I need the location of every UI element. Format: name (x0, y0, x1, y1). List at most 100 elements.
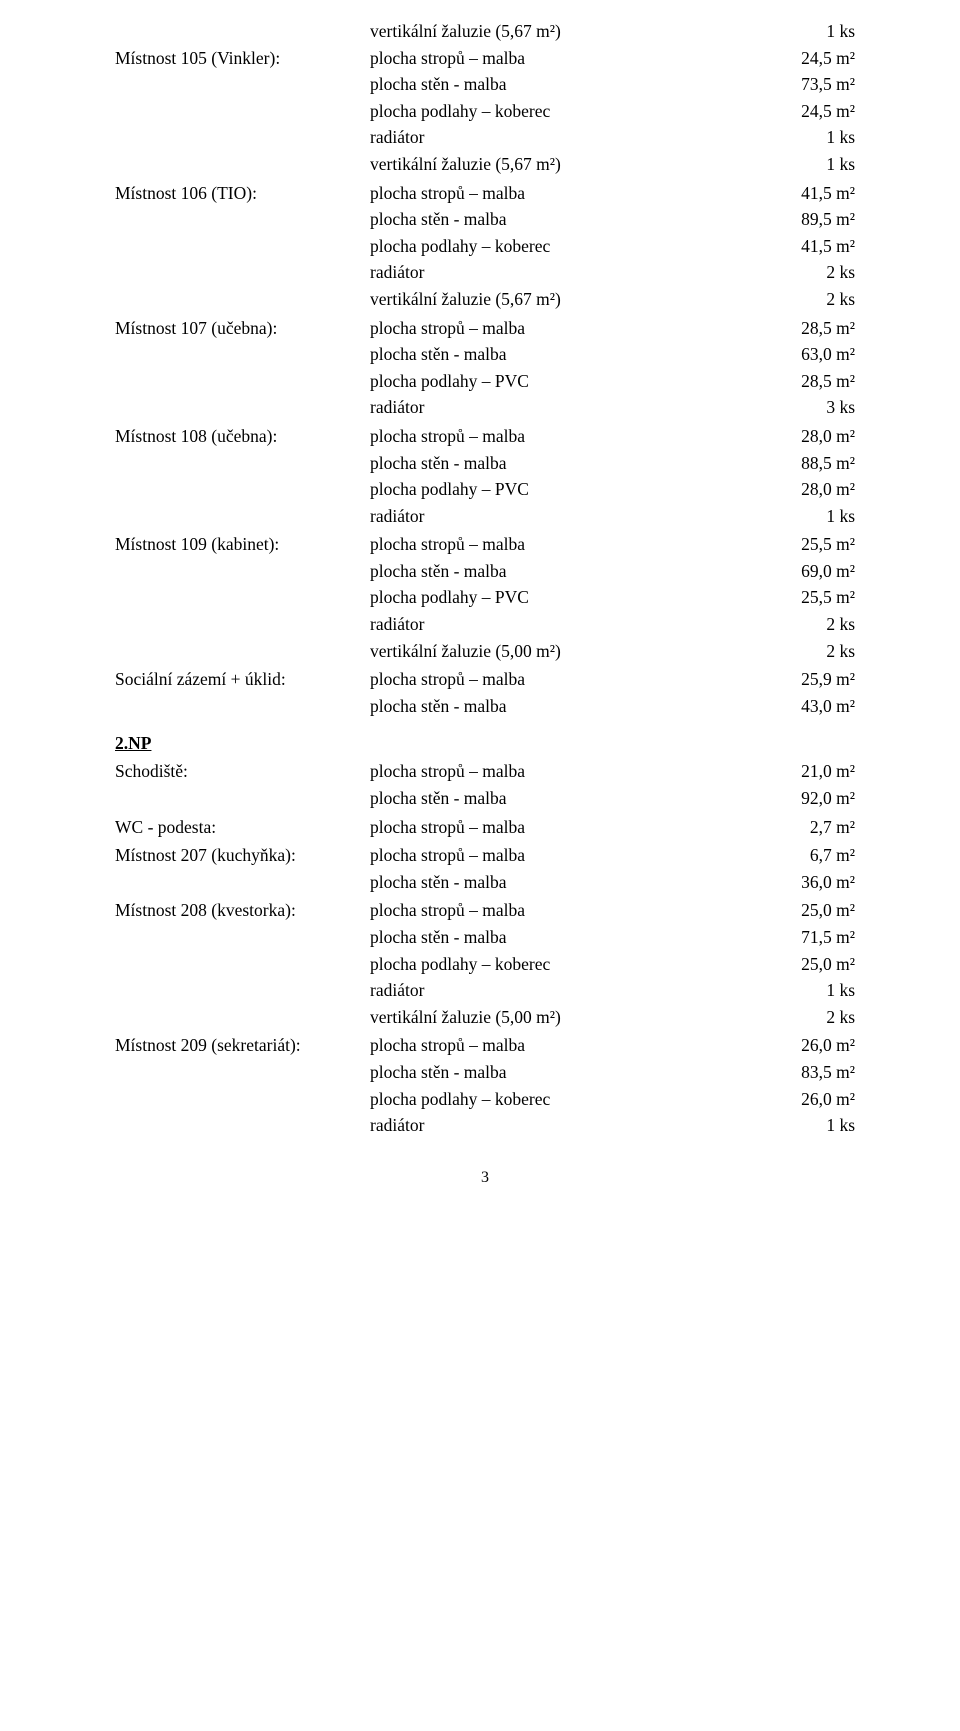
row-label (115, 951, 370, 978)
row-desc: plocha stěn - malba (370, 693, 705, 720)
row-label (115, 98, 370, 125)
data-line: radiátor2 ks (115, 611, 855, 638)
data-line: plocha stěn - malba88,5 m² (115, 450, 855, 477)
row-value: 28,5 m² (705, 315, 855, 342)
row-desc: radiátor (370, 259, 705, 286)
row-value: 25,5 m² (705, 584, 855, 611)
page-container: vertikální žaluzie (5,67 m²) 1 ks Místno… (0, 0, 960, 1217)
data-line: plocha podlahy – koberec26,0 m² (115, 1086, 855, 1113)
row-desc: plocha stěn - malba (370, 869, 705, 896)
row-desc: plocha stěn - malba (370, 785, 705, 812)
section-heading-2np: 2.NP (115, 733, 855, 754)
data-line: plocha podlahy – PVC28,5 m² (115, 368, 855, 395)
row-label (115, 151, 370, 178)
row-label (115, 341, 370, 368)
data-line: plocha podlahy – koberec25,0 m² (115, 951, 855, 978)
row-desc: plocha podlahy – koberec (370, 98, 705, 125)
row-value: 6,7 m² (705, 842, 855, 869)
row-desc: plocha podlahy – PVC (370, 368, 705, 395)
data-line: vertikální žaluzie (5,67 m²) 1 ks (115, 18, 855, 45)
row-label: Místnost 208 (kvestorka): (115, 897, 370, 924)
data-line: Místnost 106 (TIO):plocha stropů – malba… (115, 180, 855, 207)
row-label: Místnost 108 (učebna): (115, 423, 370, 450)
row-label: Místnost 105 (Vinkler): (115, 45, 370, 72)
room-group: Místnost 109 (kabinet):plocha stropů – m… (115, 531, 855, 664)
data-line: plocha stěn - malba89,5 m² (115, 206, 855, 233)
row-desc: plocha stěn - malba (370, 341, 705, 368)
row-desc: plocha stropů – malba (370, 1032, 705, 1059)
row-value: 1 ks (705, 1112, 855, 1139)
row-label (115, 638, 370, 665)
data-line: plocha stěn - malba36,0 m² (115, 869, 855, 896)
data-line: vertikální žaluzie (5,00 m²)2 ks (115, 1004, 855, 1031)
row-value: 28,0 m² (705, 423, 855, 450)
row-desc: plocha stropů – malba (370, 315, 705, 342)
row-desc: plocha stropů – malba (370, 666, 705, 693)
row-desc: plocha stěn - malba (370, 558, 705, 585)
data-line: Místnost 209 (sekretariát):plocha stropů… (115, 1032, 855, 1059)
standalone-line: vertikální žaluzie (5,67 m²) 1 ks (115, 18, 855, 45)
row-desc: radiátor (370, 611, 705, 638)
row-desc: plocha stěn - malba (370, 1059, 705, 1086)
row-label: WC - podesta: (115, 814, 370, 841)
row-label: Sociální zázemí + úklid: (115, 666, 370, 693)
row-label (115, 233, 370, 260)
row-value: 21,0 m² (705, 758, 855, 785)
row-label: Schodiště: (115, 758, 370, 785)
data-line: plocha stěn - malba73,5 m² (115, 71, 855, 98)
row-value: 73,5 m² (705, 71, 855, 98)
row-value: 26,0 m² (705, 1086, 855, 1113)
row-desc: plocha podlahy – koberec (370, 233, 705, 260)
data-line: Místnost 208 (kvestorka):plocha stropů –… (115, 897, 855, 924)
data-line: radiátor2 ks (115, 259, 855, 286)
row-label (115, 124, 370, 151)
data-line: radiátor1 ks (115, 124, 855, 151)
row-value: 41,5 m² (705, 233, 855, 260)
row-desc: plocha podlahy – koberec (370, 951, 705, 978)
row-desc: plocha stropů – malba (370, 423, 705, 450)
row-desc: radiátor (370, 977, 705, 1004)
room-group: Místnost 208 (kvestorka):plocha stropů –… (115, 897, 855, 1030)
row-desc: radiátor (370, 124, 705, 151)
row-desc: vertikální žaluzie (5,67 m²) (370, 18, 705, 45)
row-desc: plocha podlahy – PVC (370, 584, 705, 611)
data-line: Místnost 107 (učebna):plocha stropů – ma… (115, 315, 855, 342)
data-line: plocha stěn - malba71,5 m² (115, 924, 855, 951)
page-number: 3 (115, 1169, 855, 1187)
row-label (115, 368, 370, 395)
row-value: 2 ks (705, 611, 855, 638)
room-group: Místnost 106 (TIO):plocha stropů – malba… (115, 180, 855, 313)
row-label (115, 924, 370, 951)
row-desc: plocha stěn - malba (370, 924, 705, 951)
data-line: plocha podlahy – koberec24,5 m² (115, 98, 855, 125)
data-line: Místnost 108 (učebna):plocha stropů – ma… (115, 423, 855, 450)
row-value: 28,5 m² (705, 368, 855, 395)
data-line: plocha stěn - malba69,0 m² (115, 558, 855, 585)
row-desc: plocha stropů – malba (370, 45, 705, 72)
row-value: 1 ks (705, 503, 855, 530)
data-line: Místnost 207 (kuchyňka):plocha stropů – … (115, 842, 855, 869)
row-label (115, 503, 370, 530)
row-desc: plocha podlahy – PVC (370, 476, 705, 503)
row-label (115, 286, 370, 313)
row-desc: plocha podlahy – koberec (370, 1086, 705, 1113)
row-label (115, 206, 370, 233)
row-value: 25,9 m² (705, 666, 855, 693)
data-line: plocha podlahy – koberec41,5 m² (115, 233, 855, 260)
data-line: radiátor1 ks (115, 1112, 855, 1139)
row-value: 71,5 m² (705, 924, 855, 951)
row-label (115, 869, 370, 896)
row-value: 89,5 m² (705, 206, 855, 233)
row-desc: vertikální žaluzie (5,67 m²) (370, 286, 705, 313)
data-line: radiátor1 ks (115, 503, 855, 530)
row-value: 2 ks (705, 638, 855, 665)
room-group: Místnost 108 (učebna):plocha stropů – ma… (115, 423, 855, 529)
row-value: 36,0 m² (705, 869, 855, 896)
row-value: 26,0 m² (705, 1032, 855, 1059)
room-group: Sociální zázemí + úklid:plocha stropů – … (115, 666, 855, 719)
row-desc: vertikální žaluzie (5,00 m²) (370, 638, 705, 665)
groups-top: Místnost 105 (Vinkler):plocha stropů – m… (115, 45, 855, 720)
row-value: 1 ks (705, 977, 855, 1004)
row-desc: plocha stropů – malba (370, 180, 705, 207)
data-line: Místnost 105 (Vinkler):plocha stropů – m… (115, 45, 855, 72)
